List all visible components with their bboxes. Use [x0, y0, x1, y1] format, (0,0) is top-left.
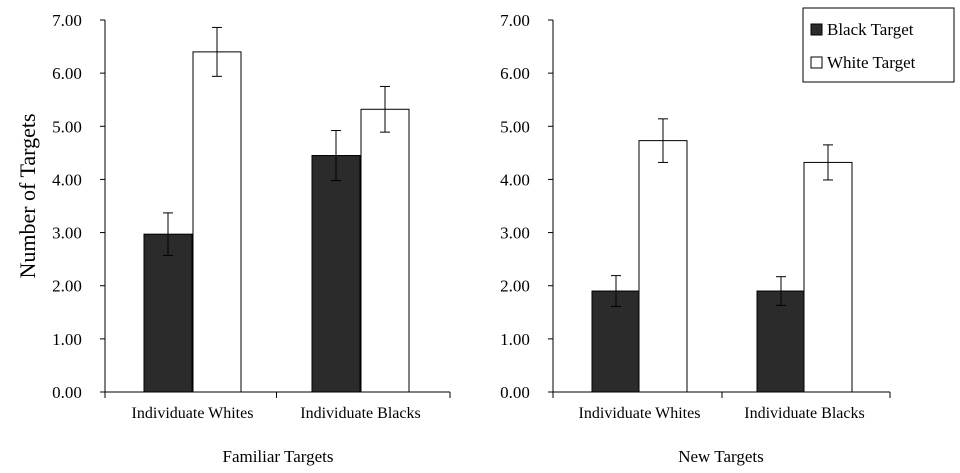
y-tick-label: 5.00	[52, 117, 82, 136]
bar-black-target	[756, 290, 806, 393]
legend: Black Target White Target	[802, 7, 955, 83]
y-tick-label: 3.00	[52, 224, 82, 243]
x-category-label: Individuate Blacks	[744, 405, 864, 422]
bar-black-target	[591, 290, 641, 393]
y-tick-label: 1.00	[52, 330, 82, 349]
bar-white-target	[360, 108, 410, 393]
chart-panel-new: 0.00 1.00 2.00 3.00 4.00 5.00 6.00 7.00 Individu…	[500, 11, 891, 422]
bar-white-target	[803, 161, 853, 393]
y-tick-label: 7.00	[500, 11, 530, 30]
y-tick-label: 1.00	[500, 330, 530, 349]
legend-swatch-black-target	[810, 23, 823, 36]
y-tick-label: 4.00	[500, 170, 530, 189]
y-tick-label: 4.00	[52, 170, 82, 189]
y-axis-title: Number of Targets	[15, 113, 40, 278]
x-category-label: Individuate Whites	[132, 405, 254, 422]
legend-label-black-target: Black Target	[827, 20, 914, 39]
bar-black-target	[311, 155, 361, 393]
y-tick-label: 2.00	[500, 277, 530, 296]
bar-white-target	[192, 51, 242, 393]
bar-black-target	[143, 233, 193, 393]
y-tick-label: 3.00	[500, 224, 530, 243]
legend-box	[802, 7, 955, 83]
legend-label-white-target: White Target	[827, 53, 916, 72]
y-tick-label: 6.00	[500, 64, 530, 83]
x-category-label: Individuate Whites	[579, 405, 701, 422]
y-tick-label: 2.00	[52, 277, 82, 296]
y-tick-label: 5.00	[500, 117, 530, 136]
x-axis-title-new: New Targets	[678, 447, 764, 466]
y-tick-label: 6.00	[52, 64, 82, 83]
bar-white-target	[638, 140, 688, 393]
x-axis-title-familiar: Familiar Targets	[222, 447, 333, 466]
y-tick-label: 7.00	[52, 11, 82, 30]
y-tick-label: 0.00	[52, 383, 82, 402]
legend-swatch-white-target	[810, 56, 823, 69]
x-category-label: Individuate Blacks	[300, 405, 420, 422]
y-tick-label: 0.00	[500, 383, 530, 402]
chart-panel-familiar: 0.00 1.00 2.00 3.00 4.00 5.00 6.00 7.00 Individu…	[52, 11, 451, 422]
